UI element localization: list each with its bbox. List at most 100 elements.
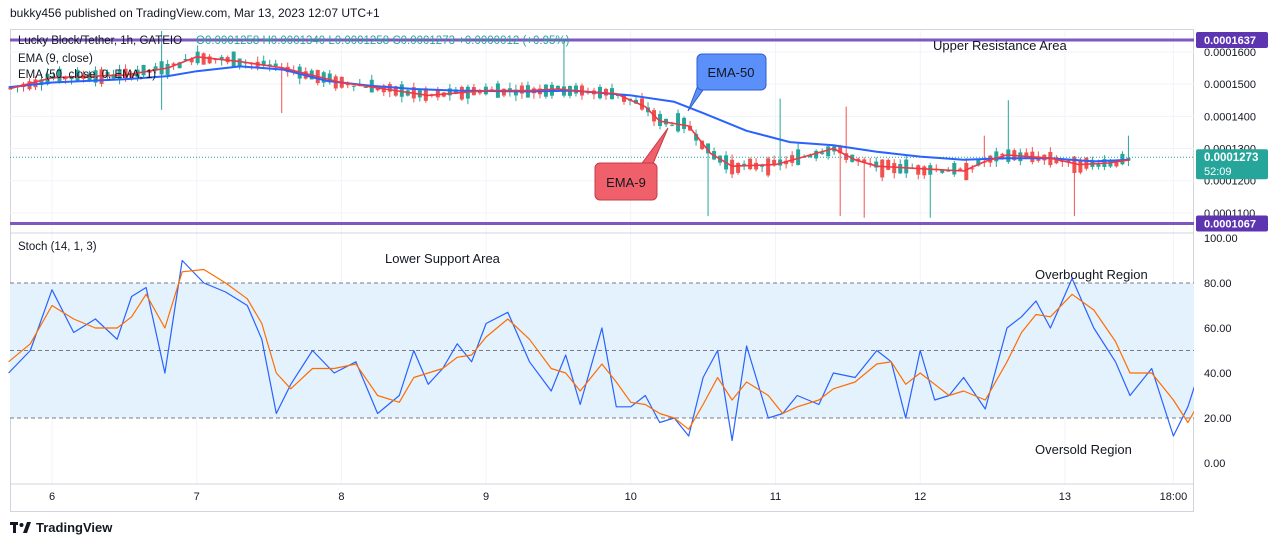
candle-body (760, 165, 765, 167)
support-price-tag: 0.0001067 (1204, 219, 1256, 231)
candle-body (105, 72, 110, 77)
candle-body (796, 149, 801, 165)
stoch-tick-label: 20.00 (1204, 413, 1232, 425)
candle-body (682, 117, 687, 129)
candle-body (573, 85, 578, 94)
candle-body (189, 58, 194, 63)
candle-body (862, 159, 867, 163)
resistance-price-tag: 0.0001637 (1204, 35, 1256, 47)
stoch-tick-label: 60.00 (1204, 323, 1232, 335)
candle-body (159, 61, 164, 75)
candle-body (129, 73, 134, 79)
oversold-note: Oversold Region (1035, 442, 1132, 457)
candle-body (874, 161, 879, 168)
candle-body (994, 151, 999, 162)
stoch-band (10, 282, 1194, 419)
tradingview-logo-icon (10, 521, 31, 533)
candle-body (814, 150, 819, 159)
time-tick-label: 10 (625, 491, 637, 503)
legend-ema9[interactable]: EMA (9, close) (18, 53, 93, 65)
candle-body (958, 168, 963, 171)
candle-body (1072, 156, 1077, 173)
candle-body (477, 91, 482, 94)
time-tick-label: 13 (1059, 491, 1071, 503)
time-tick-label: 7 (194, 491, 200, 503)
candle-body (201, 53, 206, 65)
candle-body (976, 160, 981, 166)
stoch-d-line (8, 268, 1268, 430)
candle-body (453, 89, 458, 94)
candle-body (772, 159, 777, 166)
candle-body (207, 56, 212, 64)
time-tick-label: 12 (914, 491, 926, 503)
candle-body (183, 58, 188, 61)
candle-body (1114, 160, 1119, 167)
footer-brand[interactable]: TradingView (10, 520, 112, 535)
ema9-callout-box (594, 162, 658, 201)
candle-body (513, 89, 518, 96)
support-price-tag-bg (1196, 215, 1268, 232)
candle-body (742, 163, 747, 166)
candle-body (676, 113, 681, 132)
last-price-tag: 0.0001273 (1204, 152, 1258, 164)
price-axis-bg (1194, 29, 1280, 512)
candle-body (700, 140, 705, 150)
candle-body (327, 73, 332, 83)
candle-body (1108, 160, 1113, 167)
time-tick-label: 18:00 (1160, 491, 1188, 503)
candle-body (970, 168, 975, 170)
candle-body (39, 79, 44, 86)
price-tick-label: 0.0001600 (1204, 47, 1256, 59)
candle-body (75, 69, 80, 81)
candle-body (844, 153, 849, 160)
candle-body (153, 66, 158, 71)
candle-body (123, 68, 128, 79)
stoch-tick-label: 100.00 (1204, 233, 1238, 245)
candle-body (141, 64, 146, 76)
publisher-header: bukky456 published on TradingView.com, M… (10, 6, 380, 20)
candle-body (273, 63, 278, 67)
candle-body (363, 86, 368, 88)
candle-body (177, 62, 182, 69)
candle-body (838, 147, 843, 154)
candle-body (171, 63, 176, 66)
time-axis: 6 7 8 9 10 11 12 13 18:00 (49, 491, 1187, 503)
candle-body (399, 84, 404, 97)
candle-body (375, 87, 380, 91)
candle-body (658, 114, 663, 126)
ema50-line (8, 65, 1131, 163)
candle-body (946, 170, 951, 172)
candle-body (1078, 160, 1083, 173)
candle-body (435, 89, 440, 98)
candle-body (447, 88, 452, 96)
candle-body (519, 85, 524, 94)
candle-body (748, 158, 753, 170)
stoch-tick-label: 80.00 (1204, 278, 1232, 290)
legend-ema50[interactable]: EMA (50, close, 0, EMA, 1) (18, 69, 157, 81)
candle-body (1000, 153, 1005, 156)
candle-body (880, 159, 885, 178)
candle-body (219, 56, 224, 61)
overbought-note: Overbought Region (1035, 267, 1148, 282)
footer-brand-label: TradingView (36, 520, 113, 535)
price-tick-label: 0.0001400 (1204, 111, 1256, 123)
candle-body (1084, 157, 1089, 169)
lower-support-note: Lower Support Area (385, 251, 500, 266)
ema9-line (8, 55, 1131, 172)
candle-body (940, 169, 945, 173)
candle-body (1120, 153, 1125, 165)
candle-body (694, 133, 699, 141)
candle-body (111, 74, 116, 79)
candle-body (640, 98, 645, 110)
candle-body (1054, 157, 1059, 164)
stoch-legend[interactable]: Stoch (14, 1, 3) (18, 241, 97, 253)
countdown-label: 52:09 (1204, 166, 1232, 178)
ema9-callout-pointer (639, 127, 669, 167)
candle-body (736, 163, 741, 173)
candle-body (1024, 152, 1029, 159)
candles (9, 31, 1131, 218)
time-tick-label: 9 (483, 491, 489, 503)
candle-body (754, 162, 759, 170)
ema50-callout-label: EMA-50 (708, 65, 755, 80)
